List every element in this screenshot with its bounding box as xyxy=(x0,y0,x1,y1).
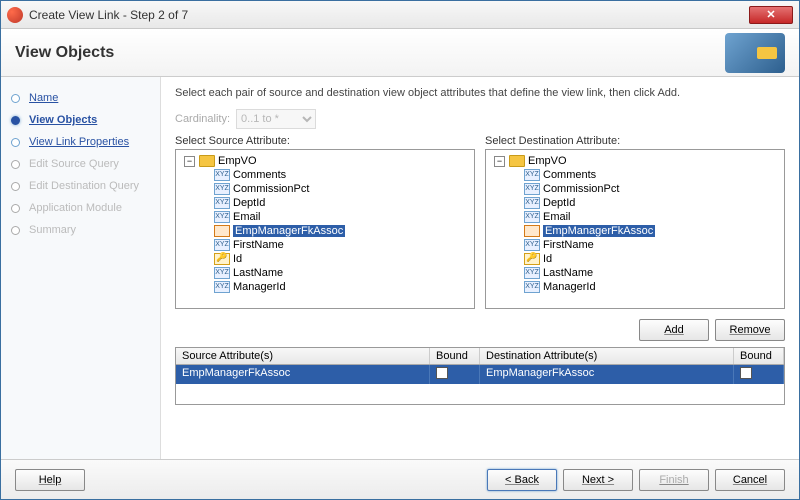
step-name[interactable]: Name xyxy=(1,87,160,109)
window-title: Create View Link - Step 2 of 7 xyxy=(29,8,749,22)
next-button[interactable]: Next > xyxy=(563,469,633,491)
tree-node[interactable]: Email xyxy=(180,210,470,224)
xyz-icon xyxy=(524,169,540,181)
tree-node[interactable]: CommissionPct xyxy=(490,182,780,196)
step-view-objects[interactable]: View Objects xyxy=(1,109,160,131)
table-row[interactable]: EmpManagerFkAssoc EmpManagerFkAssoc xyxy=(176,365,784,384)
attribute-table: Source Attribute(s) Bound Destination At… xyxy=(175,347,785,405)
source-tree-col: Select Source Attribute: −EmpVOCommentsC… xyxy=(175,135,475,309)
key-icon xyxy=(524,253,540,265)
source-tree-label: Select Source Attribute: xyxy=(175,135,475,147)
tree-node[interactable]: FirstName xyxy=(490,238,780,252)
cell-bound1 xyxy=(430,365,480,384)
col-bound1: Bound xyxy=(430,348,480,364)
tree-node[interactable]: DeptId xyxy=(180,196,470,210)
dialog-window: Create View Link - Step 2 of 7 ✕ View Ob… xyxy=(0,0,800,500)
cardinality-label: Cardinality: xyxy=(175,113,230,125)
col-bound2: Bound xyxy=(734,348,784,364)
assoc-icon xyxy=(214,225,230,237)
step-sidebar: NameView ObjectsView Link PropertiesEdit… xyxy=(1,77,161,459)
finish-button: Finish xyxy=(639,469,709,491)
tree-row: Select Source Attribute: −EmpVOCommentsC… xyxy=(175,135,785,309)
wizard-logo-icon xyxy=(725,33,785,73)
tree-button-row: Add Remove xyxy=(175,319,785,341)
folder-icon xyxy=(509,155,525,167)
tree-node[interactable]: ManagerId xyxy=(180,280,470,294)
xyz-icon xyxy=(214,183,230,195)
cell-dest: EmpManagerFkAssoc xyxy=(480,365,734,384)
tree-node[interactable]: EmpManagerFkAssoc xyxy=(490,224,780,238)
col-source: Source Attribute(s) xyxy=(176,348,430,364)
xyz-icon xyxy=(524,183,540,195)
tree-node[interactable]: Comments xyxy=(490,168,780,182)
xyz-icon xyxy=(524,197,540,209)
cardinality-select[interactable]: 0..1 to * xyxy=(236,109,316,129)
cancel-button[interactable]: Cancel xyxy=(715,469,785,491)
folder-icon xyxy=(199,155,215,167)
collapse-icon[interactable]: − xyxy=(184,156,195,167)
key-icon xyxy=(214,253,230,265)
xyz-icon xyxy=(524,267,540,279)
xyz-icon xyxy=(524,239,540,251)
tree-node[interactable]: LastName xyxy=(490,266,780,280)
xyz-icon xyxy=(524,211,540,223)
main-panel: Select each pair of source and destinati… xyxy=(161,77,799,459)
app-icon xyxy=(7,7,23,23)
tree-node[interactable]: ManagerId xyxy=(490,280,780,294)
table-header: Source Attribute(s) Bound Destination At… xyxy=(176,348,784,365)
xyz-icon xyxy=(214,267,230,279)
step-edit-destination-query: Edit Destination Query xyxy=(1,175,160,197)
xyz-icon xyxy=(214,281,230,293)
step-summary: Summary xyxy=(1,219,160,241)
xyz-icon xyxy=(214,197,230,209)
collapse-icon[interactable]: − xyxy=(494,156,505,167)
close-button[interactable]: ✕ xyxy=(749,6,793,24)
destination-tree[interactable]: −EmpVOCommentsCommissionPctDeptIdEmailEm… xyxy=(485,149,785,309)
bound2-checkbox[interactable] xyxy=(740,367,752,379)
tree-root[interactable]: −EmpVO xyxy=(490,154,780,168)
tree-node[interactable]: LastName xyxy=(180,266,470,280)
tree-root[interactable]: −EmpVO xyxy=(180,154,470,168)
destination-tree-col: Select Destination Attribute: −EmpVOComm… xyxy=(485,135,785,309)
xyz-icon xyxy=(214,239,230,251)
xyz-icon xyxy=(524,281,540,293)
destination-tree-label: Select Destination Attribute: xyxy=(485,135,785,147)
tree-node[interactable]: Email xyxy=(490,210,780,224)
tree-node[interactable]: Id xyxy=(180,252,470,266)
instruction-text: Select each pair of source and destinati… xyxy=(175,87,785,99)
col-dest: Destination Attribute(s) xyxy=(480,348,734,364)
remove-button[interactable]: Remove xyxy=(715,319,785,341)
bound1-checkbox[interactable] xyxy=(436,367,448,379)
wizard-body: NameView ObjectsView Link PropertiesEdit… xyxy=(1,77,799,459)
tree-node[interactable]: CommissionPct xyxy=(180,182,470,196)
tree-node[interactable]: Id xyxy=(490,252,780,266)
wizard-header: View Objects xyxy=(1,29,799,77)
cell-bound2 xyxy=(734,365,784,384)
help-button[interactable]: Help xyxy=(15,469,85,491)
xyz-icon xyxy=(214,169,230,181)
titlebar[interactable]: Create View Link - Step 2 of 7 ✕ xyxy=(1,1,799,29)
step-edit-source-query: Edit Source Query xyxy=(1,153,160,175)
cell-source: EmpManagerFkAssoc xyxy=(176,365,430,384)
add-button[interactable]: Add xyxy=(639,319,709,341)
source-tree[interactable]: −EmpVOCommentsCommissionPctDeptIdEmailEm… xyxy=(175,149,475,309)
tree-node[interactable]: FirstName xyxy=(180,238,470,252)
tree-node[interactable]: Comments xyxy=(180,168,470,182)
step-application-module: Application Module xyxy=(1,197,160,219)
wizard-footer: Help < Back Next > Finish Cancel xyxy=(1,459,799,499)
step-view-link-properties[interactable]: View Link Properties xyxy=(1,131,160,153)
tree-node[interactable]: EmpManagerFkAssoc xyxy=(180,224,470,238)
xyz-icon xyxy=(214,211,230,223)
assoc-icon xyxy=(524,225,540,237)
page-title: View Objects xyxy=(15,44,725,62)
cardinality-row: Cardinality: 0..1 to * xyxy=(175,109,785,129)
back-button[interactable]: < Back xyxy=(487,469,557,491)
table-spacer xyxy=(176,384,784,404)
tree-node[interactable]: DeptId xyxy=(490,196,780,210)
